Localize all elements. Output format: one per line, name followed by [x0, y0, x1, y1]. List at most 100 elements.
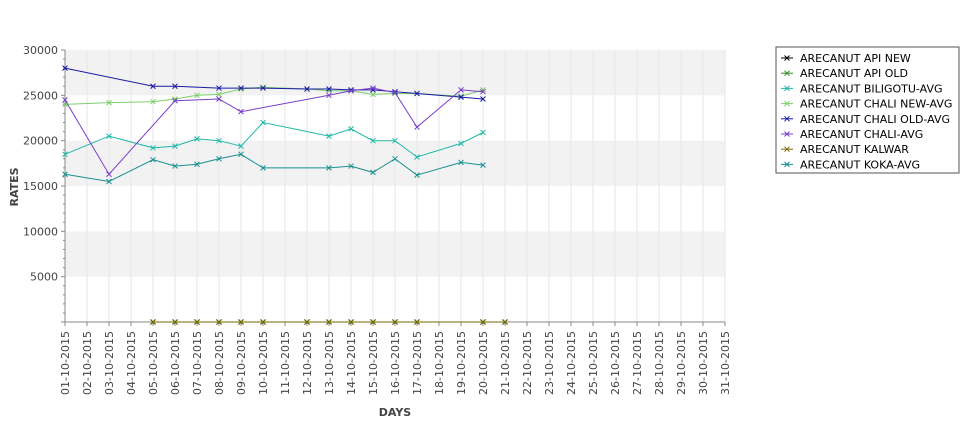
- marker-stroke: [458, 140, 464, 147]
- data-point: [260, 84, 266, 91]
- x-tick-label: 16-10-2015: [389, 331, 402, 395]
- x-tick-label: 07-10-2015: [191, 331, 204, 395]
- x-tick-label: 18-10-2015: [433, 331, 446, 395]
- marker-stroke: [304, 319, 310, 325]
- legend-item: ARECANUT API OLD: [781, 67, 908, 80]
- data-point: [392, 88, 398, 95]
- marker-stroke: [216, 85, 222, 91]
- x-tick-label: 02-10-2015: [81, 331, 94, 395]
- legend-item: ARECANUT KALWAR: [781, 143, 909, 156]
- marker-stroke: [392, 155, 398, 162]
- marker-stroke: [370, 319, 376, 325]
- x-tick-label: 20-10-2015: [477, 331, 490, 395]
- y-axis-title: RATES: [8, 167, 21, 206]
- x-tick-label: 15-10-2015: [367, 331, 380, 395]
- data-point: [216, 85, 222, 91]
- x-tick-label: 05-10-2015: [147, 331, 160, 395]
- legend-item: ARECANUT CHALI NEW-AVG: [781, 98, 952, 111]
- data-point: [260, 85, 266, 91]
- marker-stroke: [480, 88, 486, 95]
- legend-label: ARECANUT BILIGOTU-AVG: [800, 82, 943, 95]
- data-point: [150, 83, 156, 90]
- x-tick-label: 06-10-2015: [169, 331, 182, 395]
- marker-stroke: [194, 319, 200, 325]
- data-point: [238, 143, 244, 149]
- marker-stroke: [150, 145, 156, 151]
- marker-stroke: [480, 129, 486, 136]
- marker-stroke: [502, 319, 508, 325]
- marker-stroke: [458, 93, 464, 100]
- data-point: [194, 92, 200, 99]
- marker-stroke: [150, 98, 156, 105]
- data-point: [326, 133, 332, 139]
- legend-label: ARECANUT KOKA-AVG: [800, 158, 920, 171]
- marker-stroke: [194, 135, 200, 142]
- data-point: [150, 98, 156, 105]
- marker-stroke: [106, 178, 112, 185]
- data-point: [326, 86, 332, 92]
- data-point: [62, 151, 68, 158]
- data-point: [414, 172, 420, 178]
- x-tick-label: 14-10-2015: [345, 331, 358, 395]
- marker-stroke: [348, 319, 354, 325]
- marker-stroke: [326, 86, 332, 92]
- series-lines: [62, 65, 508, 325]
- marker-stroke: [172, 163, 178, 169]
- series-3: [62, 119, 486, 160]
- x-tick-label: 29-10-2015: [675, 331, 688, 395]
- marker-stroke: [480, 319, 486, 325]
- marker-stroke: [216, 155, 222, 162]
- data-point: [172, 97, 178, 104]
- data-point: [326, 92, 332, 99]
- data-point: [150, 156, 156, 163]
- data-point: [392, 137, 398, 144]
- x-tick-label: 17-10-2015: [411, 331, 424, 395]
- marker-stroke: [370, 85, 376, 91]
- series-7: [150, 319, 508, 325]
- x-tick-label: 11-10-2015: [279, 331, 292, 395]
- legend-label: ARECANUT API NEW: [800, 52, 911, 65]
- legend-swatch-marker: [784, 115, 790, 122]
- marker-stroke: [106, 99, 112, 106]
- data-point: [194, 135, 200, 142]
- marker-stroke: [348, 126, 354, 132]
- marker-stroke: [194, 161, 200, 168]
- x-tick-label: 24-10-2015: [565, 331, 578, 395]
- data-point: [348, 319, 354, 325]
- legend-swatch-marker: [784, 131, 790, 137]
- data-point: [458, 87, 464, 93]
- legend-label: ARECANUT CHALI-AVG: [800, 128, 923, 141]
- marker-stroke: [106, 133, 112, 139]
- data-point: [414, 124, 420, 130]
- data-point: [414, 154, 420, 160]
- marker-stroke: [260, 165, 266, 171]
- data-point: [238, 151, 244, 158]
- legend-box: [775, 46, 960, 174]
- marker-stroke: [216, 91, 222, 98]
- x-tick-label: 12-10-2015: [301, 331, 314, 395]
- marker-stroke: [370, 91, 376, 98]
- x-tick-label: 30-10-2015: [697, 331, 710, 395]
- legend-swatch-marker: [784, 55, 790, 61]
- marker-stroke: [238, 151, 244, 158]
- x-tick-label: 04-10-2015: [125, 331, 138, 395]
- legend-label: ARECANUT KALWAR: [800, 143, 909, 156]
- x-tick-label: 22-10-2015: [521, 331, 534, 395]
- data-point: [106, 178, 112, 185]
- marker-stroke: [106, 171, 112, 178]
- y-tick-label: 15000: [23, 180, 58, 193]
- legend-swatch-marker: [784, 146, 790, 153]
- marker-stroke: [62, 151, 68, 158]
- marker-stroke: [238, 108, 244, 115]
- marker-stroke: [458, 159, 464, 166]
- data-point: [392, 89, 398, 96]
- marker-stroke: [62, 65, 68, 71]
- marker-stroke: [392, 89, 398, 96]
- series-line: [64, 87, 484, 176]
- x-tick-label: 03-10-2015: [103, 331, 116, 395]
- data-point: [62, 97, 68, 103]
- marker-stroke: [784, 115, 790, 122]
- data-point: [414, 90, 420, 97]
- legend-label: ARECANUT CHALI NEW-AVG: [800, 98, 952, 111]
